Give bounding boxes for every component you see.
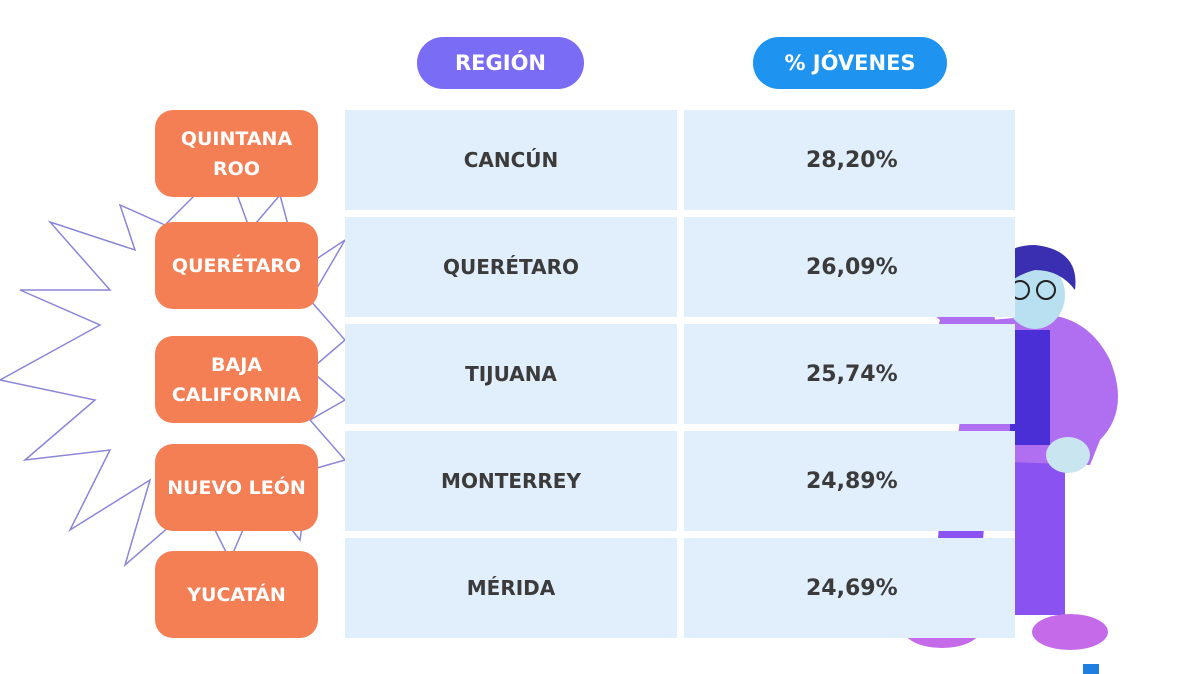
percent-cell: 24,89% (684, 431, 1015, 531)
percent-cell: 24,69% (684, 538, 1015, 638)
logo (1083, 664, 1099, 674)
state-label: QUERÉTARO (155, 222, 318, 309)
city-cell: MONTERREY (345, 431, 677, 531)
header-percent: % JÓVENES (753, 37, 947, 89)
percent-cell: 28,20% (684, 110, 1015, 210)
percent-cell: 26,09% (684, 217, 1015, 317)
city-cell: QUERÉTARO (345, 217, 677, 317)
state-label: NUEVO LEÓN (155, 444, 318, 531)
state-label: BAJA CALIFORNIA (155, 336, 318, 423)
header-region: REGIÓN (417, 37, 584, 89)
state-label: QUINTANA ROO (155, 110, 318, 197)
city-cell: TIJUANA (345, 324, 677, 424)
city-cell: MÉRIDA (345, 538, 677, 638)
percent-cell: 25,74% (684, 324, 1015, 424)
city-cell: CANCÚN (345, 110, 677, 210)
state-label: YUCATÁN (155, 551, 318, 638)
